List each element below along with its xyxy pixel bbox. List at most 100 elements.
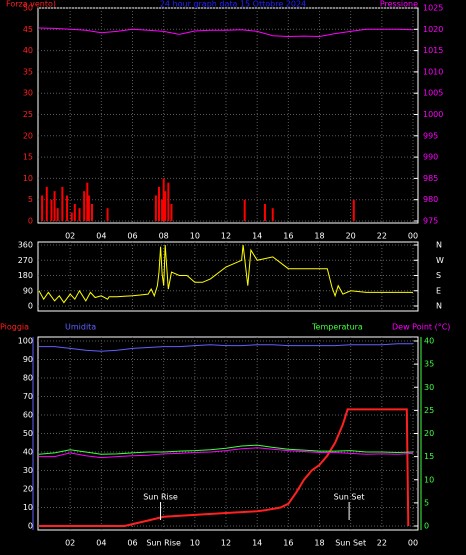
bar [78,208,81,221]
y-tick-label: 100 [18,337,33,346]
y-tick-label: 90 [23,286,33,295]
y-tick-label: 0 [28,217,33,226]
x-tick-label: 18 [314,539,324,548]
bar [161,199,164,221]
y2-tick-label: N [436,241,442,250]
x-tick-label: 10 [190,232,200,241]
x-tick-label: 16 [283,539,293,548]
y2-tick-label: S [436,271,441,280]
x-tick-label: 00 [408,539,418,548]
legend-label: Pioggia [0,323,29,332]
x-tick-label: 18 [314,232,324,241]
x-tick-label: 12 [221,232,231,241]
y-tick-label: 40 [23,448,33,457]
bar [157,186,160,221]
y2-tick-label: 985 [423,174,438,183]
bar [53,191,56,221]
y2-tick-label: 980 [423,195,438,204]
y2-axis-title: Pressione [380,0,418,9]
legend-label: Dew Point (°C) [392,323,450,332]
series-line [39,408,410,527]
y2-tick-label: 1010 [423,67,443,76]
y2-tick-label: 990 [423,153,438,162]
x-tick-label: 16 [283,232,293,241]
bar [106,208,109,221]
y-tick-label: 5 [28,195,33,204]
y-tick-label: 35 [23,67,33,76]
x-tick-label: 22 [377,539,387,548]
x-tick-label: 12 [221,539,231,548]
series-line [38,444,414,455]
y-tick-label: 10 [23,503,33,512]
y-tick-label: 270 [18,256,33,265]
x-tick-label: 06 [127,232,137,241]
y2-tick-label: 1020 [423,25,443,34]
series-line [38,244,413,304]
x-tick-label: 06 [127,539,137,548]
y-tick-label: 30 [23,466,33,475]
y-tick-label: 20 [23,485,33,494]
y-tick-label: 50 [23,4,33,13]
y2-tick-label: 10 [424,475,434,484]
bar [61,186,64,221]
bar [162,178,165,221]
series-line [39,447,414,459]
panel-frame [37,241,419,312]
chart-title: 24 hour graph data 15 Ottobre 2024 [160,0,306,9]
y-tick-label: 15 [23,153,33,162]
bar [87,195,90,221]
y2-tick-label: 30 [424,383,434,392]
y-axis-title: Forza vento) [6,0,56,9]
bar [352,199,355,221]
annotation: Sun Rise [143,493,178,502]
bar [41,195,44,221]
y-tick-label: 0 [28,302,33,311]
x-tick-label: 20 [346,232,356,241]
x-tick-label: 02 [65,539,75,548]
y-tick-label: 50 [23,429,33,438]
bar [83,191,86,221]
y-tick-label: 180 [18,271,33,280]
y-tick-label: 20 [23,131,33,140]
x-tick-label: 00 [408,232,418,241]
x-tick-label: 10 [190,539,200,548]
legend-label: Temperatura [311,323,363,332]
y2-tick-label: 35 [424,360,434,369]
x-tick-label: Sun Set [335,539,366,548]
x-tick-label: 04 [96,232,106,241]
bar [154,195,157,221]
y2-tick-label: 15 [424,452,434,461]
y2-tick-label: 1000 [423,110,443,119]
bar [70,212,73,221]
y2-tick-label: 40 [424,337,434,346]
bar [167,182,170,221]
y-tick-label: 70 [23,392,33,401]
bar [45,186,48,221]
y-tick-label: 360 [18,241,33,250]
y-tick-label: 0 [28,522,33,531]
y-tick-label: 80 [23,374,33,383]
y-tick-label: 45 [23,25,33,34]
y2-tick-label: 20 [424,429,434,438]
bar [243,199,246,221]
x-tick-label: 04 [96,539,106,548]
y2-tick-label: 975 [423,217,438,226]
x-tick-label: 14 [252,232,262,241]
series-line [39,343,413,352]
y-tick-label: 90 [23,355,33,364]
y-tick-label: 60 [23,411,33,420]
bar [56,208,59,221]
x-tick-label: 08 [159,232,169,241]
bar [66,195,69,221]
y2-tick-label: 5 [424,498,429,507]
x-tick-label: 02 [65,232,75,241]
y2-tick-label: 995 [423,131,438,140]
y-tick-label: 30 [23,89,33,98]
y-tick-label: 10 [23,174,33,183]
annotation: Sun Set [334,493,365,502]
bar [263,203,266,221]
bar [73,203,76,221]
bar [50,199,53,221]
